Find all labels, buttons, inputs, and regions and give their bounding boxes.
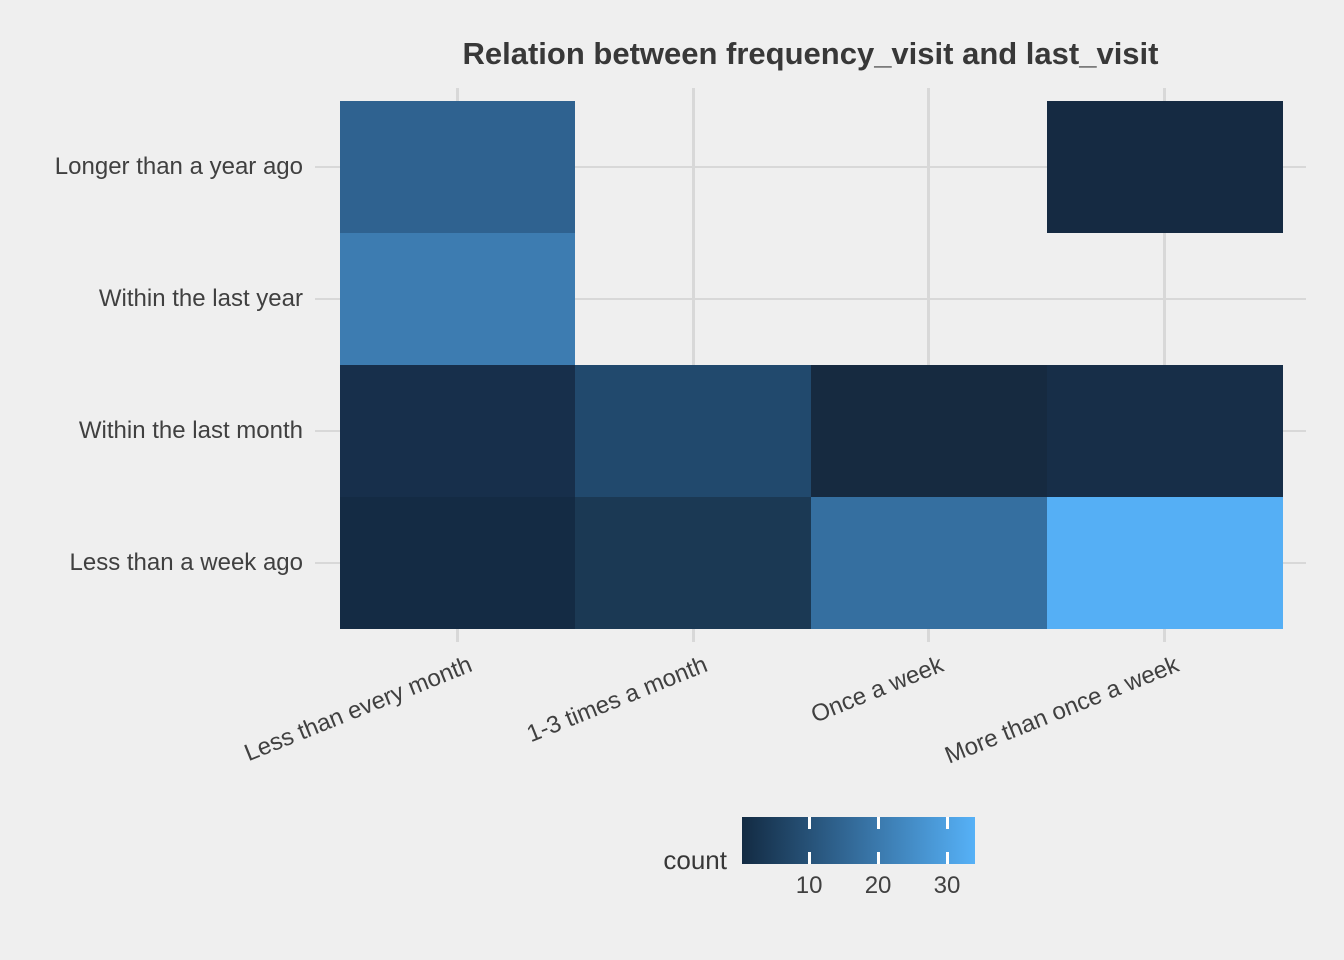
heatmap-tile bbox=[1046, 101, 1283, 233]
chart-title: Relation between frequency_visit and las… bbox=[462, 36, 1159, 71]
heatmap-tile bbox=[1046, 365, 1283, 497]
gridline-horizontal bbox=[315, 298, 1306, 300]
heatmap-tile bbox=[339, 101, 576, 233]
legend-tick bbox=[807, 852, 811, 864]
legend-tick bbox=[876, 852, 880, 864]
heatmap-tile bbox=[1046, 497, 1283, 629]
legend-tick-label: 20 bbox=[864, 872, 892, 899]
heatmap-tile bbox=[811, 365, 1047, 497]
heatmap-tile bbox=[339, 233, 576, 365]
y-axis-label: Less than a week ago bbox=[69, 549, 304, 576]
legend-tick bbox=[807, 817, 811, 829]
heatmap-tile bbox=[811, 497, 1047, 629]
legend-tick bbox=[945, 817, 949, 829]
y-axis-label: Within the last year bbox=[98, 285, 303, 312]
legend-tick-label: 30 bbox=[933, 872, 961, 899]
x-axis-label: More than once a week bbox=[941, 651, 1183, 770]
legend-tick bbox=[945, 852, 949, 864]
gridline-horizontal bbox=[315, 166, 1306, 168]
x-axis-label: 1-3 times a month bbox=[523, 651, 712, 748]
x-axis-label: Once a week bbox=[806, 651, 947, 729]
legend-tick bbox=[876, 817, 880, 829]
y-axis-label: Within the last month bbox=[78, 417, 303, 444]
heatmap-tile bbox=[339, 497, 576, 629]
plot-panel bbox=[315, 88, 1306, 642]
y-axis-label: Longer than a year ago bbox=[54, 153, 303, 180]
heatmap-tile bbox=[575, 497, 811, 629]
legend-tick-label: 10 bbox=[795, 872, 823, 899]
legend-title: count bbox=[663, 845, 727, 875]
heatmap-tile bbox=[339, 365, 576, 497]
heatmap-tile bbox=[575, 365, 811, 497]
legend-gradient-bar bbox=[742, 817, 975, 864]
x-axis-label: Less than every month bbox=[240, 651, 476, 767]
